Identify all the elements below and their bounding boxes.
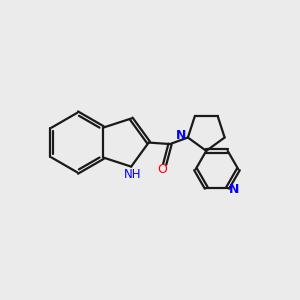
Text: N: N bbox=[229, 183, 239, 196]
Text: NH: NH bbox=[124, 168, 141, 182]
Text: N: N bbox=[176, 129, 187, 142]
Text: O: O bbox=[158, 163, 167, 176]
